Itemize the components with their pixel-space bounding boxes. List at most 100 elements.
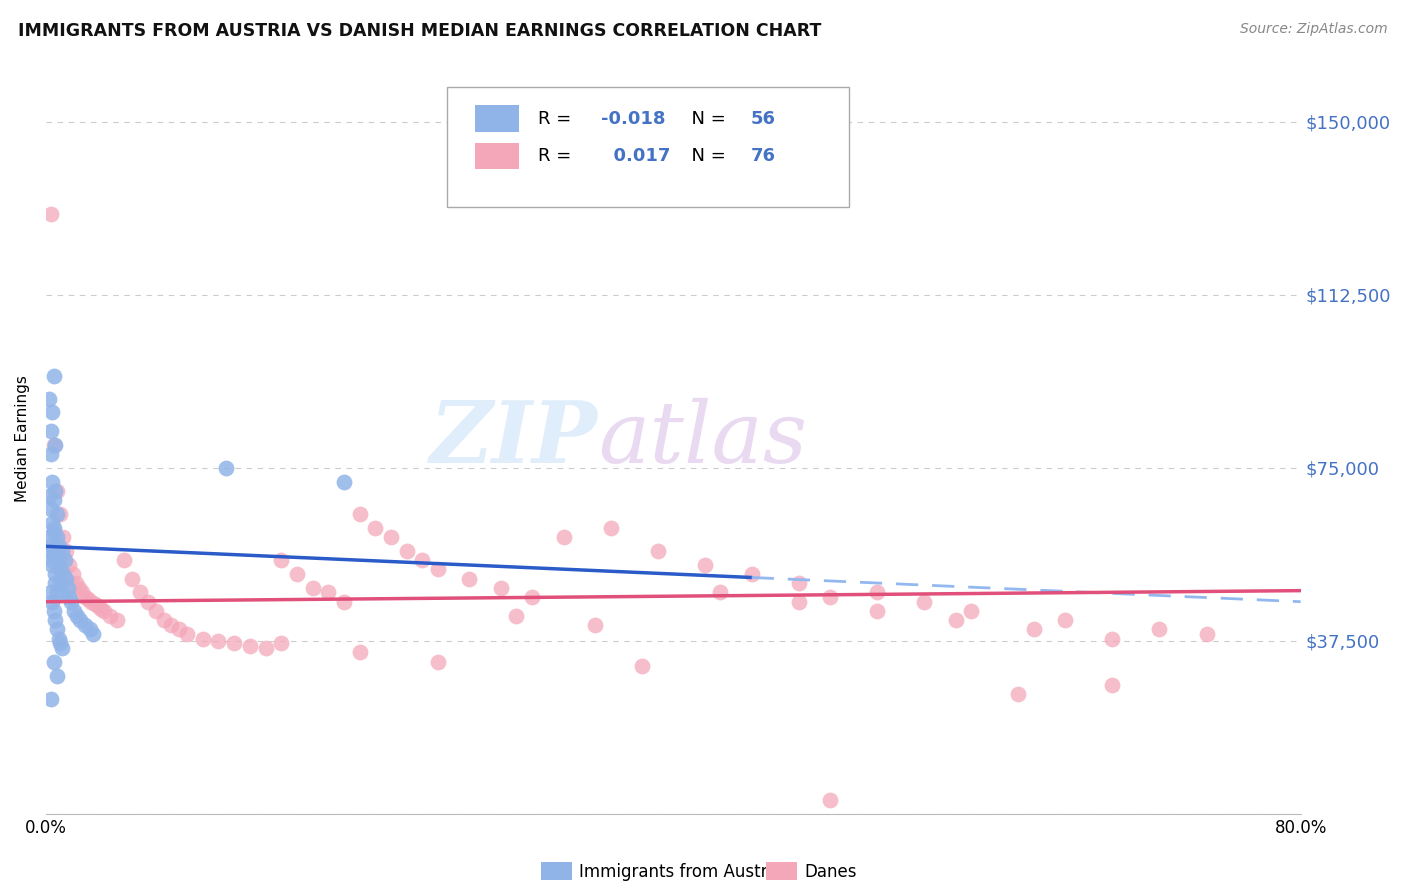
Point — [818, 590, 841, 604]
Point — [39, 447, 62, 461]
Point — [787, 576, 810, 591]
Point — [52, 530, 75, 544]
Point — [364, 521, 387, 535]
Y-axis label: Median Earnings: Median Earnings — [15, 376, 30, 502]
Point — [787, 595, 810, 609]
Text: N =: N = — [679, 146, 731, 164]
Point — [866, 585, 889, 599]
Point — [39, 691, 62, 706]
Point — [647, 544, 669, 558]
Point — [51, 585, 73, 599]
Point — [51, 640, 73, 655]
Point — [1054, 613, 1077, 627]
Point — [301, 581, 323, 595]
Point — [98, 608, 121, 623]
Point — [270, 636, 292, 650]
Point — [152, 613, 174, 627]
Point — [42, 655, 65, 669]
Point — [46, 483, 69, 498]
Point — [145, 604, 167, 618]
Point — [505, 608, 527, 623]
Point — [160, 617, 183, 632]
Point — [960, 604, 983, 618]
Point — [44, 613, 66, 627]
Point — [1007, 687, 1029, 701]
Point — [136, 595, 159, 609]
Point — [224, 636, 246, 650]
Point — [83, 597, 105, 611]
Point — [866, 604, 889, 618]
Point — [55, 544, 77, 558]
Point — [285, 567, 308, 582]
Point — [818, 793, 841, 807]
Point — [427, 562, 450, 576]
Point — [75, 590, 97, 604]
Point — [41, 516, 63, 531]
Point — [912, 595, 935, 609]
Point — [77, 592, 100, 607]
Text: Source: ZipAtlas.com: Source: ZipAtlas.com — [1240, 22, 1388, 37]
Point — [48, 539, 70, 553]
Point — [41, 553, 63, 567]
Text: IMMIGRANTS FROM AUSTRIA VS DANISH MEDIAN EARNINGS CORRELATION CHART: IMMIGRANTS FROM AUSTRIA VS DANISH MEDIAN… — [18, 22, 821, 40]
FancyBboxPatch shape — [475, 143, 519, 169]
Point — [46, 530, 69, 544]
Point — [945, 613, 967, 627]
Point — [207, 634, 229, 648]
Point — [56, 581, 79, 595]
Point — [254, 640, 277, 655]
Point — [58, 558, 80, 572]
Point — [53, 553, 76, 567]
Point — [41, 558, 63, 572]
Point — [49, 576, 72, 591]
Point — [69, 613, 91, 627]
Point — [38, 530, 60, 544]
Point — [489, 581, 512, 595]
Point — [42, 604, 65, 618]
Point — [349, 507, 371, 521]
Text: 76: 76 — [751, 146, 776, 164]
Point — [38, 392, 60, 406]
Text: -0.018: -0.018 — [600, 110, 665, 128]
Point — [75, 617, 97, 632]
Point — [553, 530, 575, 544]
Point — [46, 507, 69, 521]
FancyBboxPatch shape — [475, 105, 519, 131]
Point — [41, 405, 63, 419]
Point — [42, 549, 65, 563]
Point — [41, 475, 63, 489]
Point — [631, 659, 654, 673]
Point — [46, 585, 69, 599]
Point — [380, 530, 402, 544]
Point — [169, 623, 191, 637]
Text: ZIP: ZIP — [430, 397, 598, 481]
Point — [333, 595, 356, 609]
Point — [44, 576, 66, 591]
Point — [1022, 623, 1045, 637]
Point — [39, 502, 62, 516]
Point — [458, 572, 481, 586]
Point — [39, 207, 62, 221]
Point — [1149, 623, 1171, 637]
Point — [44, 483, 66, 498]
Point — [693, 558, 716, 572]
Point — [42, 525, 65, 540]
Point — [427, 655, 450, 669]
Point — [79, 623, 101, 637]
Point — [55, 572, 77, 586]
Text: 56: 56 — [751, 110, 776, 128]
Point — [191, 632, 214, 646]
Point — [67, 581, 90, 595]
Point — [270, 553, 292, 567]
Point — [42, 493, 65, 508]
Point — [395, 544, 418, 558]
Point — [583, 617, 606, 632]
Point — [46, 668, 69, 682]
Point — [39, 585, 62, 599]
Text: 0.017: 0.017 — [600, 146, 669, 164]
Point — [49, 562, 72, 576]
Point — [90, 601, 112, 615]
Point — [51, 544, 73, 558]
Point — [105, 613, 128, 627]
Text: R =: R = — [538, 146, 576, 164]
